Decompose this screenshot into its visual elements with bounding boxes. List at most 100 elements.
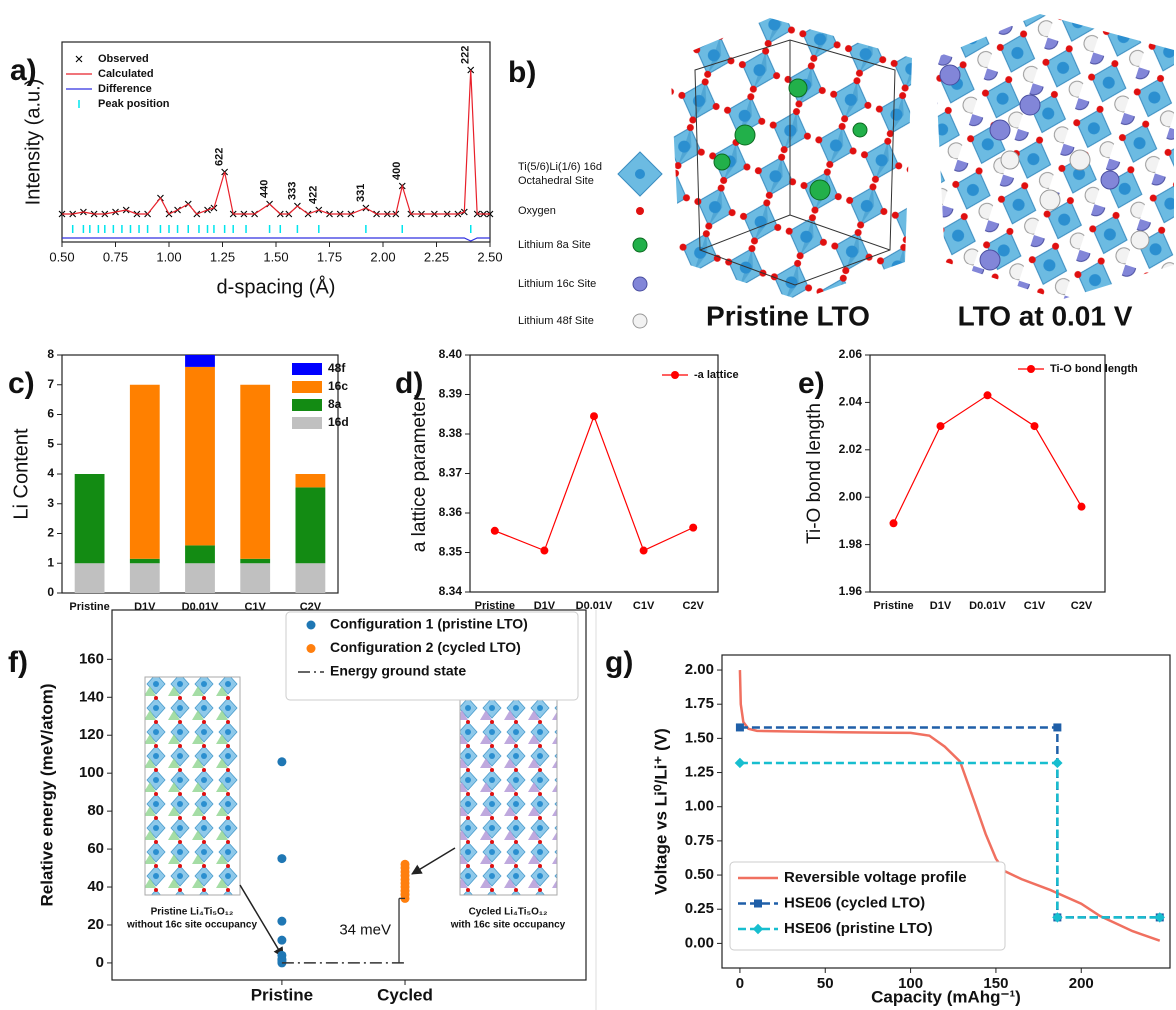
data-point [984,391,992,399]
x-tick-label: Pristine [873,600,913,612]
peak-label: 440 [258,180,270,198]
y-tick-label: 140 [79,688,104,705]
inset-structure [145,677,240,895]
data-point [735,758,745,768]
x-tick-label: 1.75 [317,249,342,264]
x-tick-label: D1V [930,600,952,612]
legend-label: 8a [328,397,342,411]
page: b) Ti(5/6)Li(1/6) 16d Octahedral Site Ox… [0,0,1176,1010]
panel-label: e) [798,367,825,400]
data-point [540,547,548,555]
legend-marker [76,56,82,62]
x-tick-label: 2.00 [370,249,395,264]
x-tick-label: Cycled [377,985,433,1004]
x-tick-label: C2V [1071,600,1093,612]
arrow [412,848,455,874]
y-tick-label: 2.00 [839,489,863,503]
bar-segment [240,563,270,593]
y-tick-label: 8 [47,347,54,361]
legend-label: HSE06 (pristine LTO) [784,920,933,937]
legend-label: -a lattice [694,369,739,381]
legend-icon [635,169,645,179]
legend-swatch [292,399,322,411]
y-tick-label: 3 [47,496,54,510]
y-tick-label: 8.35 [439,545,463,559]
legend-icon [633,277,647,291]
legend-label: 16c [328,379,348,393]
y-tick-label: 2.04 [839,395,863,409]
legend-label: Configuration 1 (pristine LTO) [330,616,528,632]
legend-swatch [292,381,322,393]
x-axis-label: Capacity (mAhg⁻¹) [871,987,1021,1006]
y-axis-label: Ti-O bond length [804,403,825,544]
legend-label: HSE06 (cycled LTO) [784,894,925,911]
y-tick-label: 1.25 [685,764,714,781]
y-tick-label: 8.39 [439,387,463,401]
legend-label: Lithium 48f Site [518,315,594,327]
legend-icon [633,314,647,328]
y-tick-label: 0 [96,954,104,971]
x-tick-label: 1.50 [263,249,288,264]
plot-frame [470,355,718,592]
bar-segment [75,474,105,563]
x-tick-label: C1V [1024,600,1046,612]
inset-caption: Cycled Li₄Ti₅O₁₂ [469,907,548,918]
y-tick-label: 8.38 [439,426,463,440]
peak-label: 400 [391,162,403,180]
legend-icon [633,238,647,252]
data-point [401,860,410,869]
inset-caption: with 16c site occupancy [450,920,566,931]
legend-label: Observed [98,53,149,65]
data-point [640,547,648,555]
y-tick-label: 8.36 [439,505,463,519]
legend-swatch [292,363,322,375]
data-point [689,524,697,532]
caption: Pristine LTO [706,300,870,331]
inset-caption: without 16c site occupancy [126,920,257,931]
data-point [736,723,744,731]
y-tick-label: 0.25 [685,900,714,917]
data-point [937,422,945,430]
legend-marker [671,371,679,379]
legend-label: Reversible voltage profile [784,869,967,886]
bar-segment [185,355,215,367]
data-point [277,854,286,863]
x-tick-label: D0.01V [182,601,219,613]
y-tick-label: 5 [47,436,54,450]
x-tick-label: Pristine [251,985,313,1004]
y-tick-label: 0.00 [685,934,714,951]
legend-label: Peak position [98,98,170,110]
legend-label: Octahedral Site [518,175,594,187]
structure-cycled [935,14,1174,300]
data-point [1053,723,1061,731]
y-axis-label: Voltage vs Li⁰/Li⁺ (V) [651,728,670,895]
legend-swatch [292,417,322,429]
y-axis-label: Intensity (a.u.) [22,79,44,206]
legend-label: Lithium 8a Site [518,239,591,251]
y-tick-label: 8.34 [439,584,463,598]
legend-marker [307,621,316,630]
annotation: 34 meV [339,922,391,939]
peak-label: 333 [286,182,298,200]
bar-segment [295,487,325,563]
y-tick-label: 4 [47,466,54,480]
legend-label: 48f [328,361,346,375]
bar-segment [130,385,160,559]
y-tick-label: 1.75 [685,695,714,712]
y-tick-label: 120 [79,726,104,743]
y-tick-label: 0 [47,585,54,599]
y-tick-label: 1.96 [839,584,863,598]
legend-label: 16d [328,415,349,429]
data-point [590,412,598,420]
data-point [1052,758,1062,768]
x-tick-label: 1.25 [210,249,235,264]
caption: LTO at 0.01 V [958,300,1133,331]
bar-segment [185,563,215,593]
peak-label: 622 [214,148,226,166]
legend-label: Configuration 2 (cycled LTO) [330,639,521,655]
y-tick-label: 7 [47,377,54,391]
x-tick-label: C1V [244,601,266,613]
legend-icon [636,207,644,215]
figure: b) Ti(5/6)Li(1/6) 16d Octahedral Site Ox… [0,0,1176,1010]
y-tick-label: 8.37 [439,466,463,480]
